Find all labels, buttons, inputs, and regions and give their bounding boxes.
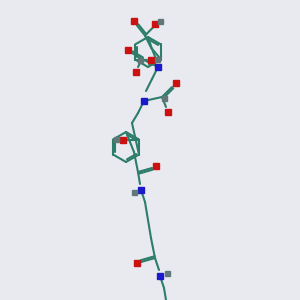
Bar: [158, 19, 164, 24]
Bar: [164, 271, 169, 275]
Bar: [133, 69, 139, 75]
Bar: [152, 20, 158, 26]
Bar: [157, 273, 163, 279]
Bar: [155, 64, 161, 70]
Bar: [154, 57, 160, 62]
Bar: [120, 136, 126, 142]
Bar: [148, 56, 154, 62]
Bar: [115, 137, 119, 142]
Bar: [125, 47, 131, 53]
Bar: [141, 98, 147, 104]
Bar: [131, 17, 137, 23]
Bar: [134, 260, 140, 266]
Bar: [153, 163, 159, 169]
Bar: [131, 190, 136, 194]
Bar: [173, 80, 179, 86]
Bar: [137, 58, 142, 62]
Bar: [138, 187, 144, 193]
Bar: [161, 95, 166, 101]
Bar: [165, 109, 171, 115]
